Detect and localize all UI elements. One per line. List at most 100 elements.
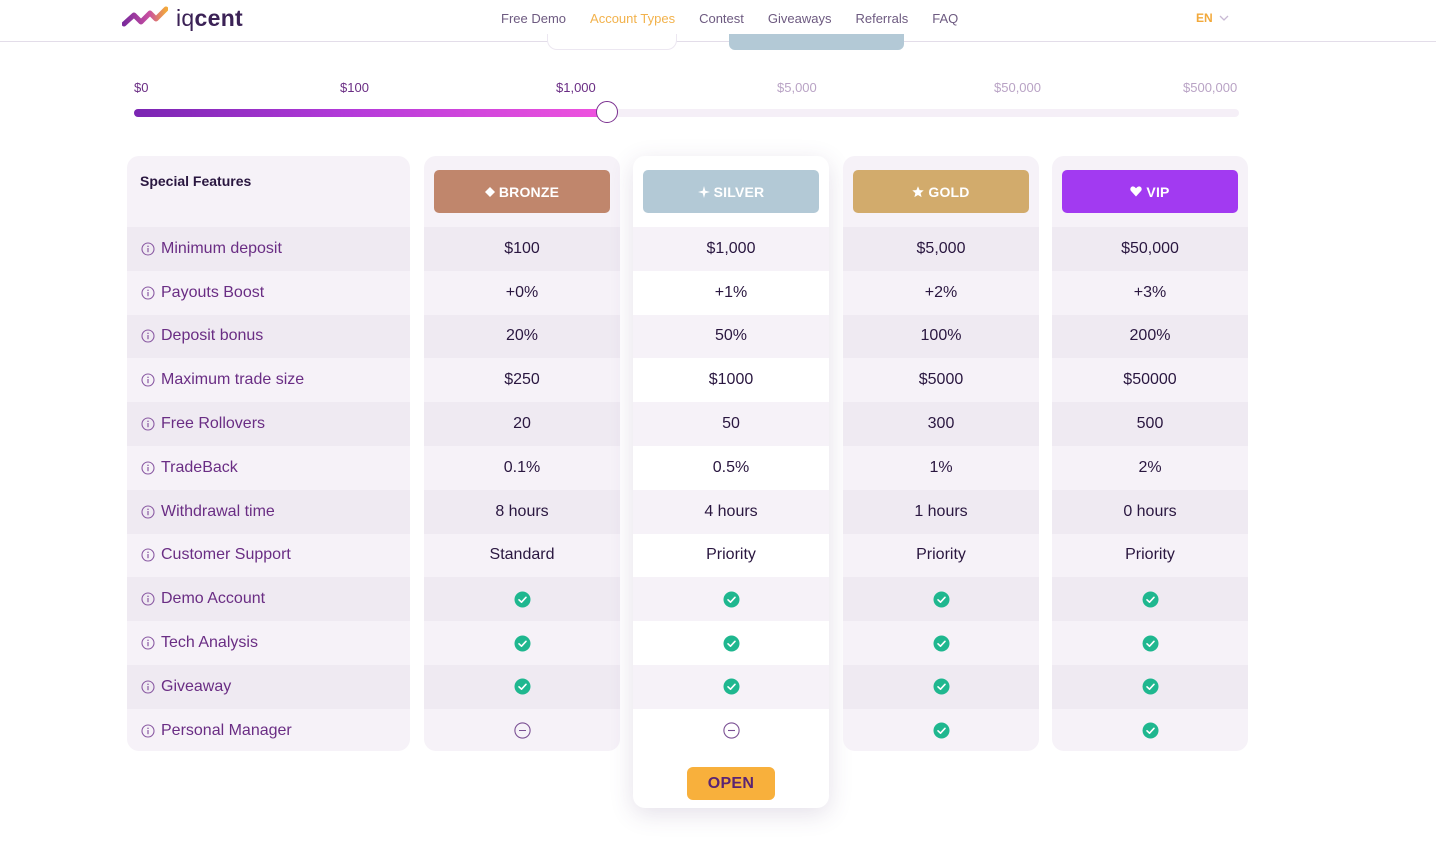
plan-button-gold[interactable]: GOLD	[853, 170, 1029, 213]
feature-label: Giveaway	[161, 677, 232, 695]
plan-value-cell: Priority	[633, 533, 829, 578]
plan-value-cell	[843, 709, 1039, 751]
feature-row: Maximum trade size	[127, 358, 410, 402]
feature-label: Deposit bonus	[161, 327, 264, 345]
plan-value-cell	[843, 664, 1039, 709]
check-circle-icon	[514, 591, 530, 608]
feature-row: Payouts Boost	[127, 271, 410, 315]
feature-row: Giveaway	[127, 664, 410, 709]
heart-gem-icon	[1130, 186, 1143, 197]
plan-value-cell: 0 hours	[1052, 489, 1248, 534]
check-circle-icon	[1142, 591, 1158, 608]
info-icon[interactable]	[141, 373, 155, 387]
nav-faq[interactable]: FAQ	[932, 11, 959, 26]
account-tab-partial[interactable]	[547, 34, 677, 50]
deposit-slider-track[interactable]	[134, 109, 1239, 117]
plan-value: $5,000	[916, 239, 966, 257]
check-circle-icon	[933, 722, 949, 739]
plan-value: +0%	[505, 283, 539, 301]
slider-label-5[interactable]: $500,000	[1183, 80, 1238, 95]
slider-label-4[interactable]: $50,000	[994, 80, 1041, 95]
plan-value: 500	[1136, 415, 1164, 433]
account-tab-partial-active[interactable]	[729, 34, 904, 50]
plan-name: BRONZE	[498, 183, 560, 200]
plan-value: 0.5%	[712, 458, 750, 476]
info-icon[interactable]	[141, 724, 155, 738]
plan-value-cell: Priority	[843, 534, 1039, 578]
info-icon[interactable]	[141, 505, 155, 519]
plan-value-cell	[843, 577, 1039, 622]
plan-value: 20%	[505, 327, 539, 345]
minus-circle-icon	[722, 722, 740, 739]
plan-value-cell: 20	[424, 402, 620, 446]
feature-row: Withdrawal time	[127, 489, 410, 534]
slider-label-3[interactable]: $5,000	[777, 80, 817, 95]
plan-value-cell: Standard	[424, 534, 620, 578]
plan-value: 50	[722, 415, 740, 433]
feature-row: Minimum deposit	[127, 227, 410, 271]
plan-button-vip[interactable]: VIP	[1062, 170, 1238, 213]
plan-value-cell: $5000	[843, 358, 1039, 402]
info-icon[interactable]	[141, 461, 155, 475]
plan-header-bronze: BRONZE	[424, 156, 620, 227]
plan-value-cell	[1052, 577, 1248, 622]
plan-button-silver[interactable]: SILVER	[643, 170, 819, 213]
open-account-button[interactable]: OPEN	[687, 767, 775, 800]
plan-value-cell: $50,000	[1052, 227, 1248, 271]
info-icon[interactable]	[141, 680, 155, 694]
check-circle-icon	[933, 678, 949, 695]
info-icon[interactable]	[141, 417, 155, 431]
plan-value: Priority	[706, 546, 756, 564]
plan-value-cell: 20%	[424, 314, 620, 359]
plan-value: $50,000	[1121, 239, 1179, 257]
language-selector[interactable]: EN	[1196, 11, 1229, 25]
iqcent-logo[interactable]: iqcent	[122, 4, 243, 32]
nav-contest[interactable]: Contest	[699, 11, 744, 26]
slider-label-1[interactable]: $100	[340, 80, 369, 95]
info-icon[interactable]	[141, 592, 155, 606]
nav-referrals[interactable]: Referrals	[855, 11, 909, 26]
nav-free-demo[interactable]: Free Demo	[501, 11, 567, 26]
feature-row: Customer Support	[127, 534, 410, 578]
plan-value-cell: $5,000	[843, 227, 1039, 271]
slider-label-0[interactable]: $0	[134, 80, 149, 95]
main-nav: Free Demo Account Types Contest Giveaway…	[501, 11, 958, 26]
feature-label: Withdrawal time	[161, 502, 275, 520]
check-circle-icon	[933, 591, 949, 608]
plan-value-cell: 2%	[1052, 446, 1248, 490]
deposit-slider-thumb[interactable]	[596, 101, 618, 123]
sparkle-icon	[697, 185, 710, 198]
plan-value-cell: 300	[843, 402, 1039, 446]
slider-label-2[interactable]: $1,000	[556, 80, 596, 95]
plan-column-silver: SILVER $1,000 +1% 50% $1000 50 0.5% 4 hours Pri…	[633, 156, 829, 808]
plan-value-cell	[843, 621, 1039, 665]
plan-button-bronze[interactable]: BRONZE	[434, 170, 610, 213]
feature-label: Demo Account	[161, 590, 266, 608]
plan-value: Priority	[1125, 546, 1175, 564]
plan-value: 50%	[714, 327, 748, 345]
info-icon[interactable]	[141, 286, 155, 300]
plan-value-cell	[1052, 664, 1248, 709]
plan-value-cell	[424, 664, 620, 709]
plan-value-cell: 1%	[843, 446, 1039, 490]
plan-name: VIP	[1146, 183, 1170, 200]
info-icon[interactable]	[141, 636, 155, 650]
plan-value-cell: 1 hours	[843, 489, 1039, 534]
info-icon[interactable]	[141, 329, 155, 344]
nav-account-types[interactable]: Account Types	[590, 11, 676, 26]
top-header: iqcent Free Demo Account Types Contest G…	[0, 0, 1436, 42]
plan-value-cell: 4 hours	[633, 489, 829, 534]
plan-value-cell	[424, 709, 620, 751]
plan-value: +3%	[1133, 283, 1167, 301]
star-icon	[912, 185, 925, 197]
feature-label: TradeBack	[161, 458, 238, 476]
info-icon[interactable]	[141, 548, 155, 563]
plan-value-cell: $100	[424, 227, 620, 271]
plan-value-cell	[424, 577, 620, 622]
check-circle-icon	[723, 591, 739, 608]
plan-value: Priority	[916, 546, 966, 564]
info-icon[interactable]	[141, 242, 155, 256]
plan-value-cell	[633, 664, 829, 709]
plan-value-cell	[633, 577, 829, 622]
nav-giveaways[interactable]: Giveaways	[767, 11, 832, 26]
